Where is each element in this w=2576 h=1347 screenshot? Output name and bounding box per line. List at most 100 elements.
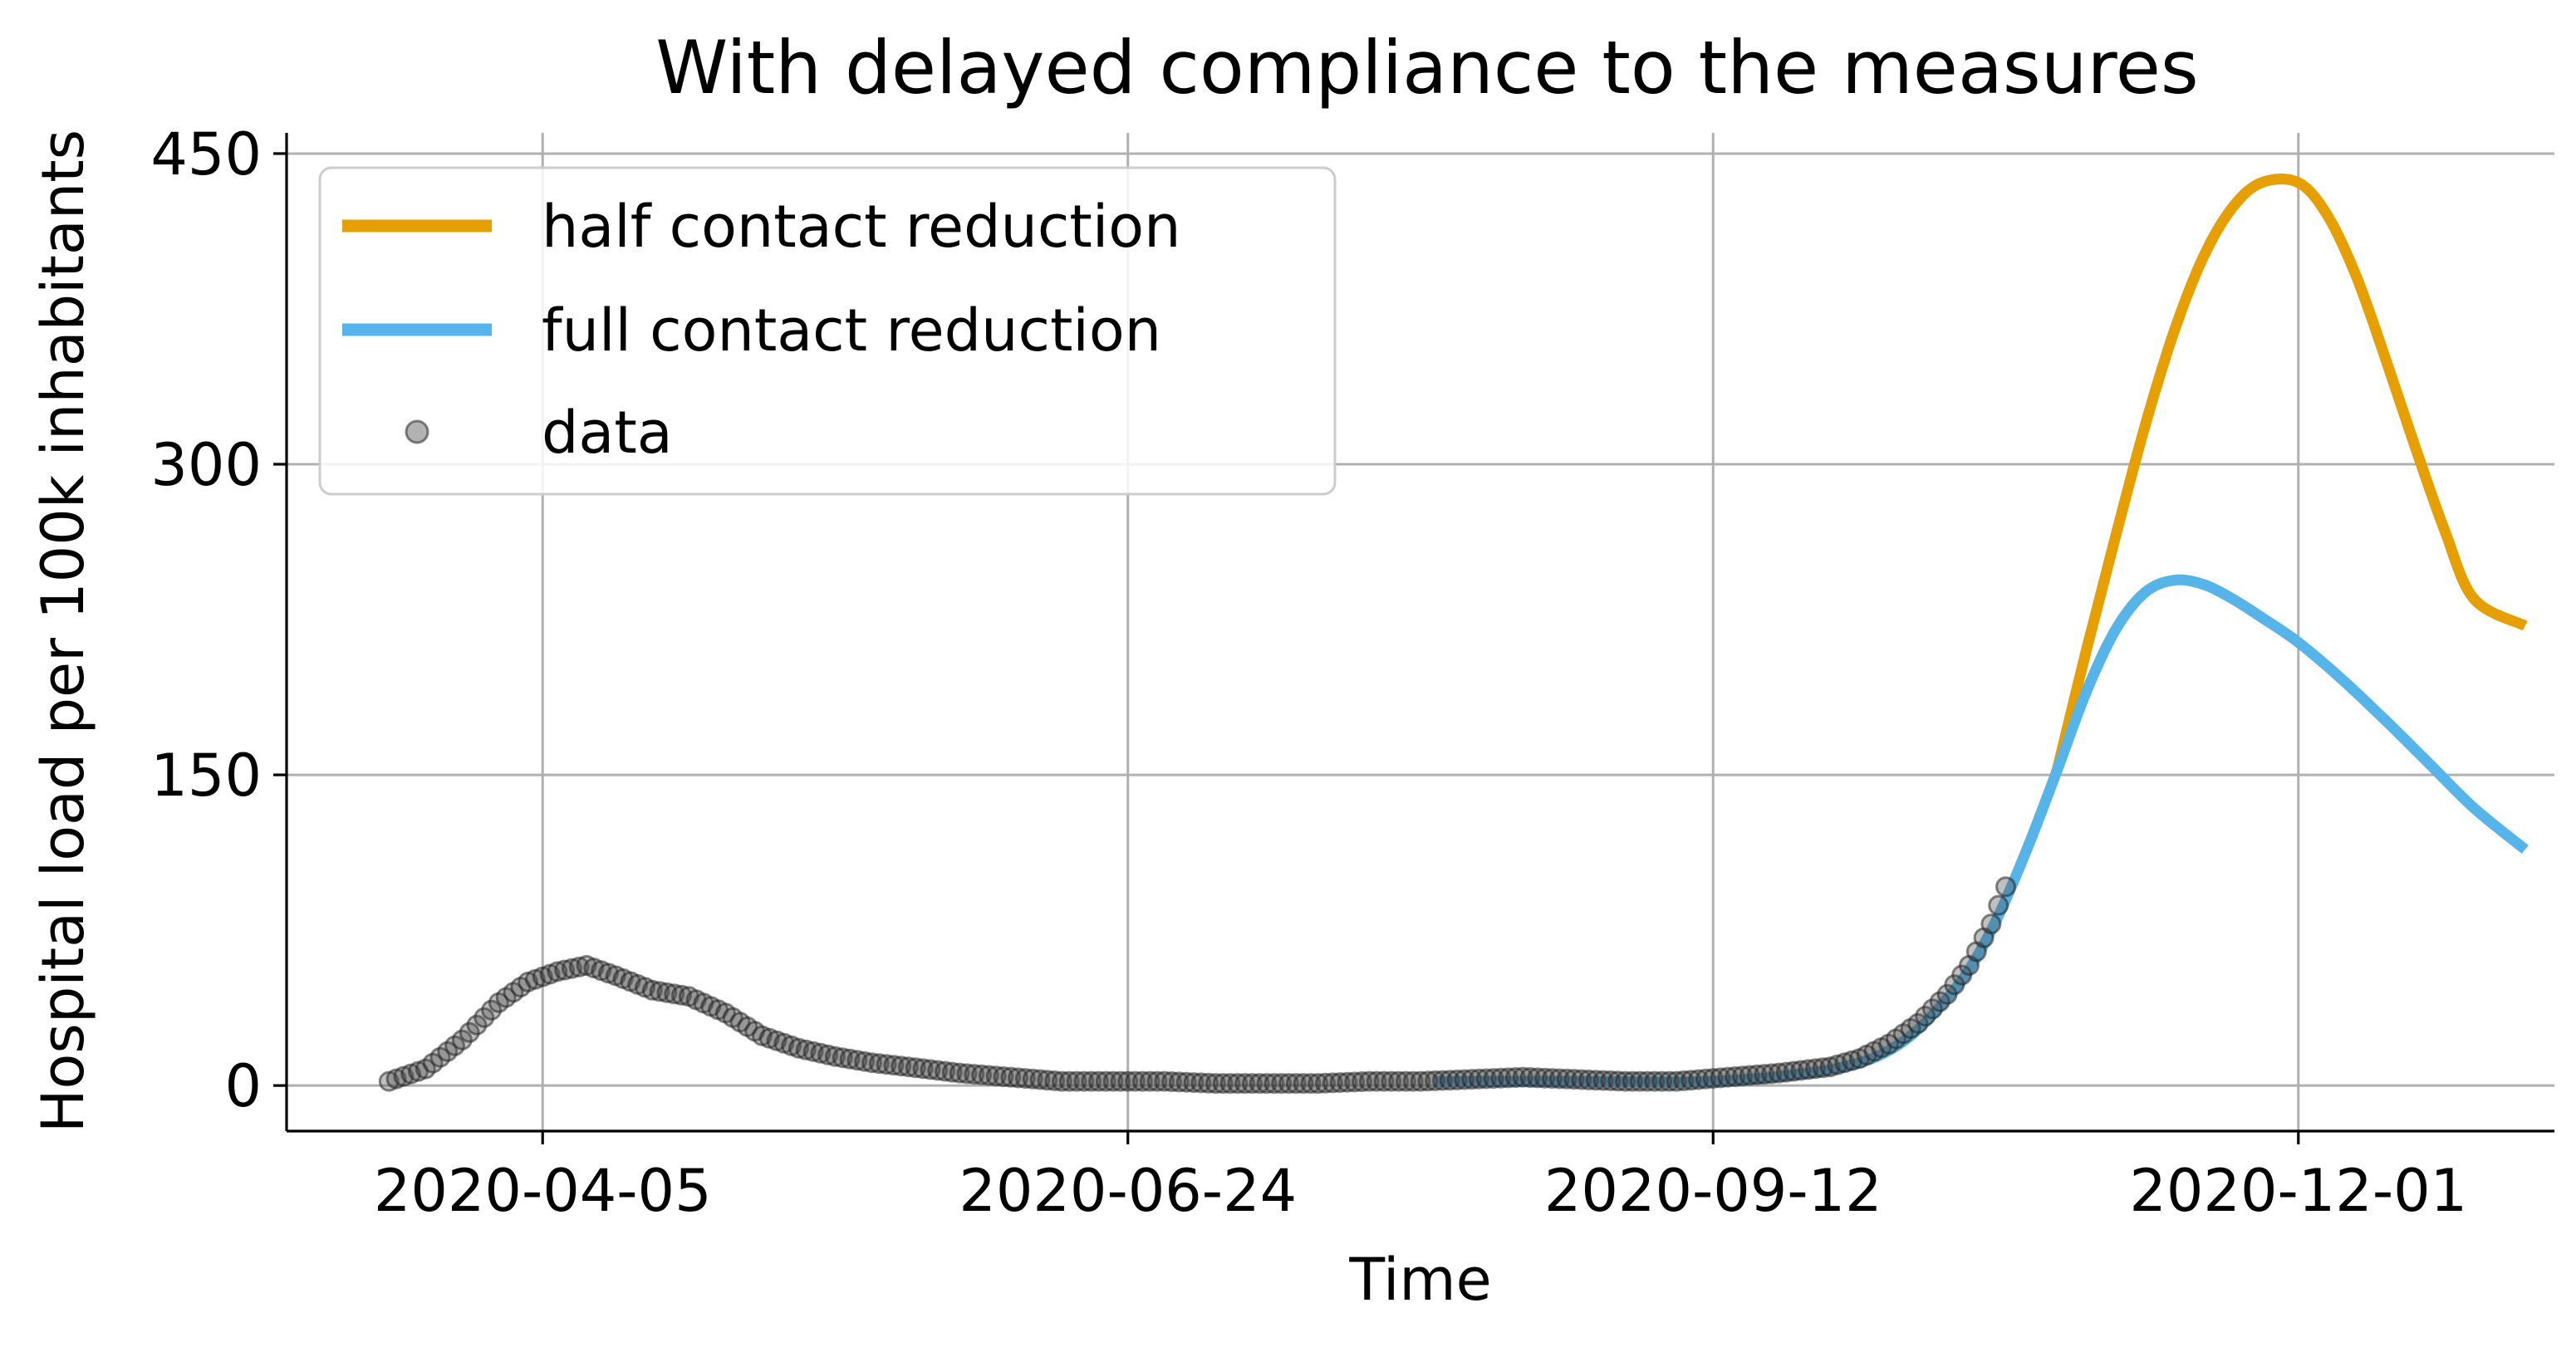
data-point — [1725, 1065, 1746, 1087]
data-point — [1000, 1066, 1022, 1088]
data-point — [956, 1063, 978, 1085]
data-point — [1029, 1069, 1051, 1090]
legend: half contact reduction full contact redu… — [318, 166, 1337, 496]
data-point — [1337, 1071, 1358, 1093]
data-point — [1300, 1073, 1322, 1095]
data-point — [993, 1065, 1014, 1087]
data-point — [1542, 1068, 1563, 1090]
data-point — [1644, 1070, 1666, 1092]
data-point — [1161, 1071, 1183, 1093]
data-point — [1117, 1070, 1139, 1092]
data-point — [1285, 1073, 1307, 1095]
x-axis-label: Time — [1348, 1246, 1491, 1314]
data-point — [927, 1060, 949, 1081]
data-point — [1358, 1070, 1380, 1092]
data-point — [905, 1057, 926, 1079]
x-tick-label: 2020-06-24 — [959, 1157, 1297, 1225]
data-point — [1219, 1073, 1241, 1095]
data-point — [1058, 1070, 1080, 1092]
data-point — [1278, 1073, 1299, 1095]
x-tick-label: 2020-04-05 — [374, 1157, 712, 1225]
data-point — [1695, 1068, 1716, 1090]
data-point — [1563, 1069, 1585, 1090]
x-tick-label: 2020-12-01 — [2129, 1157, 2467, 1225]
data-point — [1790, 1060, 1812, 1081]
data-point — [1417, 1070, 1439, 1092]
data-point — [1666, 1070, 1687, 1092]
data-point — [1205, 1073, 1226, 1095]
legend-box — [318, 166, 1337, 496]
series-line-half-contact-reduction — [2051, 173, 2528, 772]
data-point — [1146, 1070, 1168, 1092]
data-point — [1402, 1070, 1424, 1092]
data-point — [1980, 914, 2002, 935]
legend-label-data: data — [542, 399, 673, 467]
x-axis-ticks: 2020-04-05 2020-06-24 2020-09-12 2020-12-01 — [374, 1131, 2467, 1225]
data-point — [1088, 1070, 1110, 1092]
data-point — [985, 1065, 1007, 1087]
data-point — [1190, 1072, 1212, 1094]
data-point — [1315, 1072, 1337, 1094]
y-tick-label: 300 — [150, 431, 262, 499]
data-point — [1095, 1070, 1116, 1092]
data-point — [1256, 1073, 1278, 1095]
data-point — [978, 1065, 999, 1086]
data-point — [1081, 1070, 1102, 1092]
data-point — [1512, 1066, 1533, 1088]
data-point — [1702, 1068, 1724, 1090]
data-point — [1154, 1070, 1175, 1092]
data-point — [1352, 1071, 1373, 1093]
data-point — [1051, 1070, 1072, 1092]
data-point — [1607, 1070, 1629, 1092]
data-point — [1988, 894, 2009, 916]
chart-title: With delayed compliance to the measures — [655, 25, 2198, 110]
data-point — [868, 1053, 890, 1075]
data-point — [1066, 1070, 1087, 1092]
data-point — [1681, 1070, 1702, 1091]
data-point — [1483, 1068, 1504, 1090]
data-point — [1439, 1070, 1460, 1091]
data-point — [1234, 1073, 1256, 1095]
data-point — [481, 999, 503, 1021]
data-point — [1410, 1070, 1431, 1092]
data-point — [451, 1029, 473, 1051]
data-point — [1241, 1073, 1263, 1095]
data-point — [1183, 1072, 1205, 1094]
data-point — [1102, 1070, 1124, 1092]
series-line-full-contact-reduction — [1435, 574, 2529, 1088]
data-point — [912, 1058, 934, 1080]
y-tick-label: 0 — [224, 1052, 262, 1120]
data-point — [1527, 1067, 1548, 1089]
data-point — [1395, 1070, 1416, 1092]
data-point — [1519, 1067, 1541, 1089]
data-point — [1175, 1071, 1197, 1093]
data-point — [1073, 1070, 1095, 1092]
data-point — [1651, 1070, 1673, 1092]
data-point — [1139, 1070, 1160, 1092]
data-point — [1329, 1072, 1351, 1094]
data-point — [1308, 1073, 1329, 1095]
data-point — [1461, 1069, 1483, 1090]
data-point — [1198, 1072, 1219, 1094]
data-point — [1731, 1065, 1753, 1087]
data-point — [1490, 1067, 1512, 1089]
series-points-data — [378, 876, 2017, 1095]
data-point — [1783, 1060, 1804, 1082]
data-point — [1769, 1062, 1790, 1084]
data-point — [1798, 1059, 1819, 1080]
data-point — [876, 1054, 897, 1075]
data-point — [1388, 1070, 1410, 1092]
data-point — [1673, 1070, 1695, 1091]
data-point — [1014, 1068, 1036, 1090]
legend-marker-data — [405, 419, 429, 444]
data-point — [1131, 1070, 1153, 1092]
data-point — [1468, 1068, 1489, 1090]
data-point — [1168, 1071, 1190, 1093]
legend-label-half-contact-reduction: half contact reduction — [542, 193, 1181, 261]
data-point — [1322, 1072, 1343, 1094]
data-point — [964, 1064, 985, 1085]
data-point — [1263, 1073, 1285, 1095]
data-point — [1548, 1068, 1570, 1090]
data-point — [1249, 1073, 1270, 1095]
data-point — [1600, 1070, 1622, 1091]
